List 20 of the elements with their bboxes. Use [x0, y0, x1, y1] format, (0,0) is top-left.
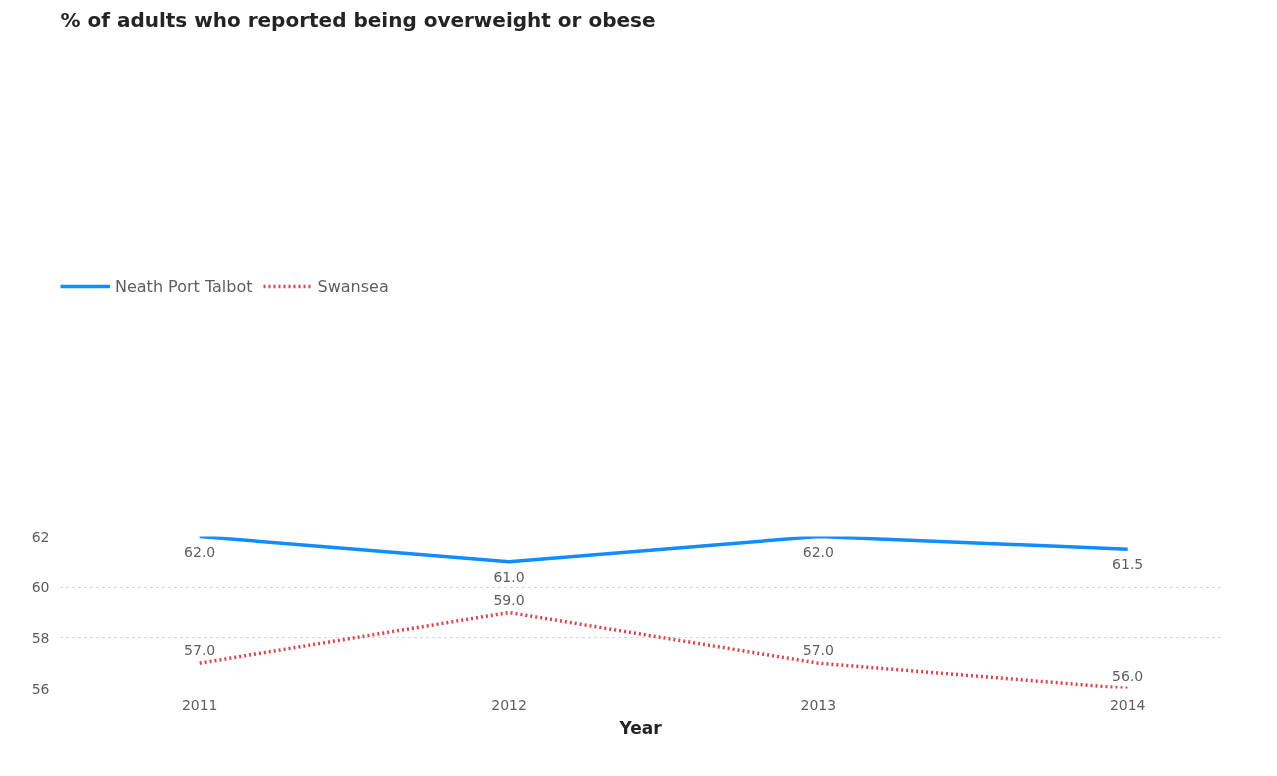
- y-tick-label: 56: [31, 680, 50, 697]
- data-label: 62.0: [184, 543, 216, 560]
- x-tick-label: 2014: [1109, 696, 1146, 713]
- y-tick-label: 62: [31, 528, 50, 545]
- y-tick-label: 58: [31, 629, 50, 646]
- legend-label: Neath Port Talbot: [115, 276, 253, 296]
- x-tick-label: 2011: [181, 696, 218, 713]
- chart-title: % of adults who reported being overweight or obese: [60, 7, 656, 32]
- data-label: 61.0: [493, 568, 525, 585]
- data-label: 61.5: [1112, 556, 1144, 573]
- data-label: 56.0: [1112, 667, 1144, 684]
- x-axis-title: Year: [618, 717, 663, 738]
- y-tick-label: 60: [31, 579, 50, 596]
- data-label: 59.0: [493, 591, 525, 608]
- x-tick-label: 2013: [800, 696, 837, 713]
- x-tick-label: 2012: [491, 696, 527, 713]
- data-label: 57.0: [184, 642, 216, 659]
- legend-label: Swansea: [317, 276, 389, 296]
- data-label: 57.0: [802, 642, 834, 659]
- data-label: 62.0: [802, 543, 834, 560]
